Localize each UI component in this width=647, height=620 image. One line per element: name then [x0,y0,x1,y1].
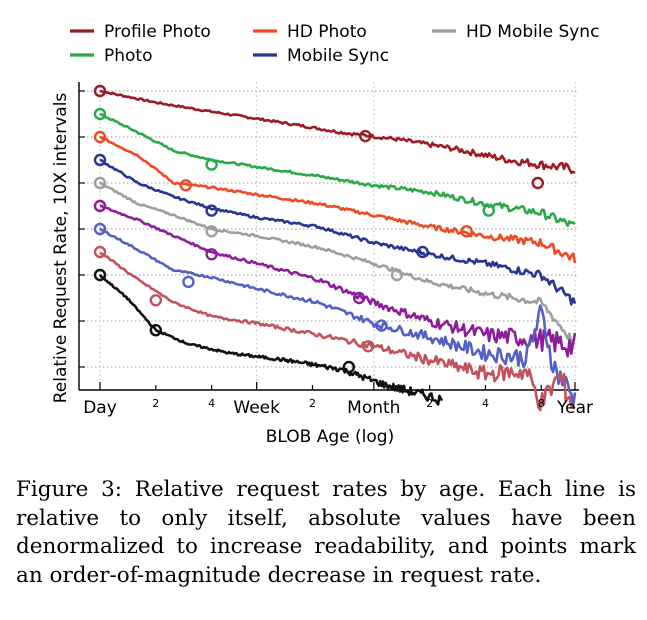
series-marker [390,268,404,282]
series-line [99,204,577,358]
series-marker [93,176,107,190]
series-layer [93,84,577,412]
series-hd-mobile-sync [93,176,576,345]
legend: Profile Photo Photo HD Photo Mobile Sync HD … [70,22,599,66]
legend-entry: Profile Photo [70,22,211,42]
legend-entry: HD Mobile Sync [432,22,599,42]
legend-label: Mobile Sync [287,46,389,66]
series-marker [93,84,107,98]
legend-entry: HD Photo [253,22,367,42]
series-marker [359,129,372,143]
series-line [98,273,444,406]
request-rate-chart: Profile Photo Photo HD Photo Mobile Sync HD … [51,22,599,447]
series-line [99,135,577,264]
x-tick-label: 4 [482,397,489,410]
series-marker [149,324,163,337]
y-axis-title: Relative Request Rate, 10X intervals [51,93,71,404]
x-tick-label: Year [556,398,593,418]
figure-caption: Figure 3: Relative request rates by age.… [16,477,636,588]
x-axis-title: BLOB Age (log) [266,427,394,447]
series-marker [93,153,107,167]
x-tick-label: 2 [309,397,316,410]
x-tick-labels: Day 2 4 Week 2 Month 2 4 8 Year [83,397,593,418]
series-marker [93,245,107,259]
legend-entry: Photo [70,46,153,66]
legend-entry: Mobile Sync [253,46,389,66]
series-marker [342,360,356,374]
series-unnamed-6 [93,222,577,408]
series-line [99,112,576,227]
series-profile-photo [93,84,576,190]
series-marker [93,130,107,144]
x-tick-label: 2 [152,397,159,410]
series-marker [205,204,218,217]
series-marker [205,248,218,261]
series-marker [205,158,218,171]
series-marker [93,107,107,121]
series-marker [375,319,388,332]
series-marker [362,340,375,353]
x-tick-label: Month [347,398,400,418]
series-marker [416,245,429,259]
series-line [99,181,576,345]
grid-lines [79,82,579,390]
series-marker [352,291,366,305]
axes [78,82,579,391]
x-tick-label: 4 [208,397,215,410]
series-mobile-sync [93,153,577,306]
series-marker [93,199,107,213]
series-line [99,227,577,408]
series-line [99,89,576,175]
series-marker [149,294,163,307]
series-line [99,158,577,306]
legend-label: Photo [104,46,153,66]
series-marker [205,225,218,238]
x-tick-label: 2 [426,397,433,410]
series-marker [531,176,545,190]
series-line [99,251,576,412]
x-tick-label: Week [233,398,280,418]
series-marker [460,225,473,238]
series-marker [179,179,192,192]
legend-label: HD Mobile Sync [466,22,599,42]
x-tick-label: 8 [538,397,545,410]
legend-label: HD Photo [287,22,367,42]
legend-label: Profile Photo [104,22,211,42]
series-unnamed-7 [93,245,576,412]
series-hd-photo [93,130,577,264]
series-photo [93,107,576,227]
series-marker [482,204,495,217]
series-marker [182,275,195,289]
series-marker [93,268,107,282]
series-marker [93,222,107,236]
x-tick-label: Day [83,398,117,418]
series-unnamed-5 [93,199,577,358]
series-unnamed-8 [93,268,444,406]
